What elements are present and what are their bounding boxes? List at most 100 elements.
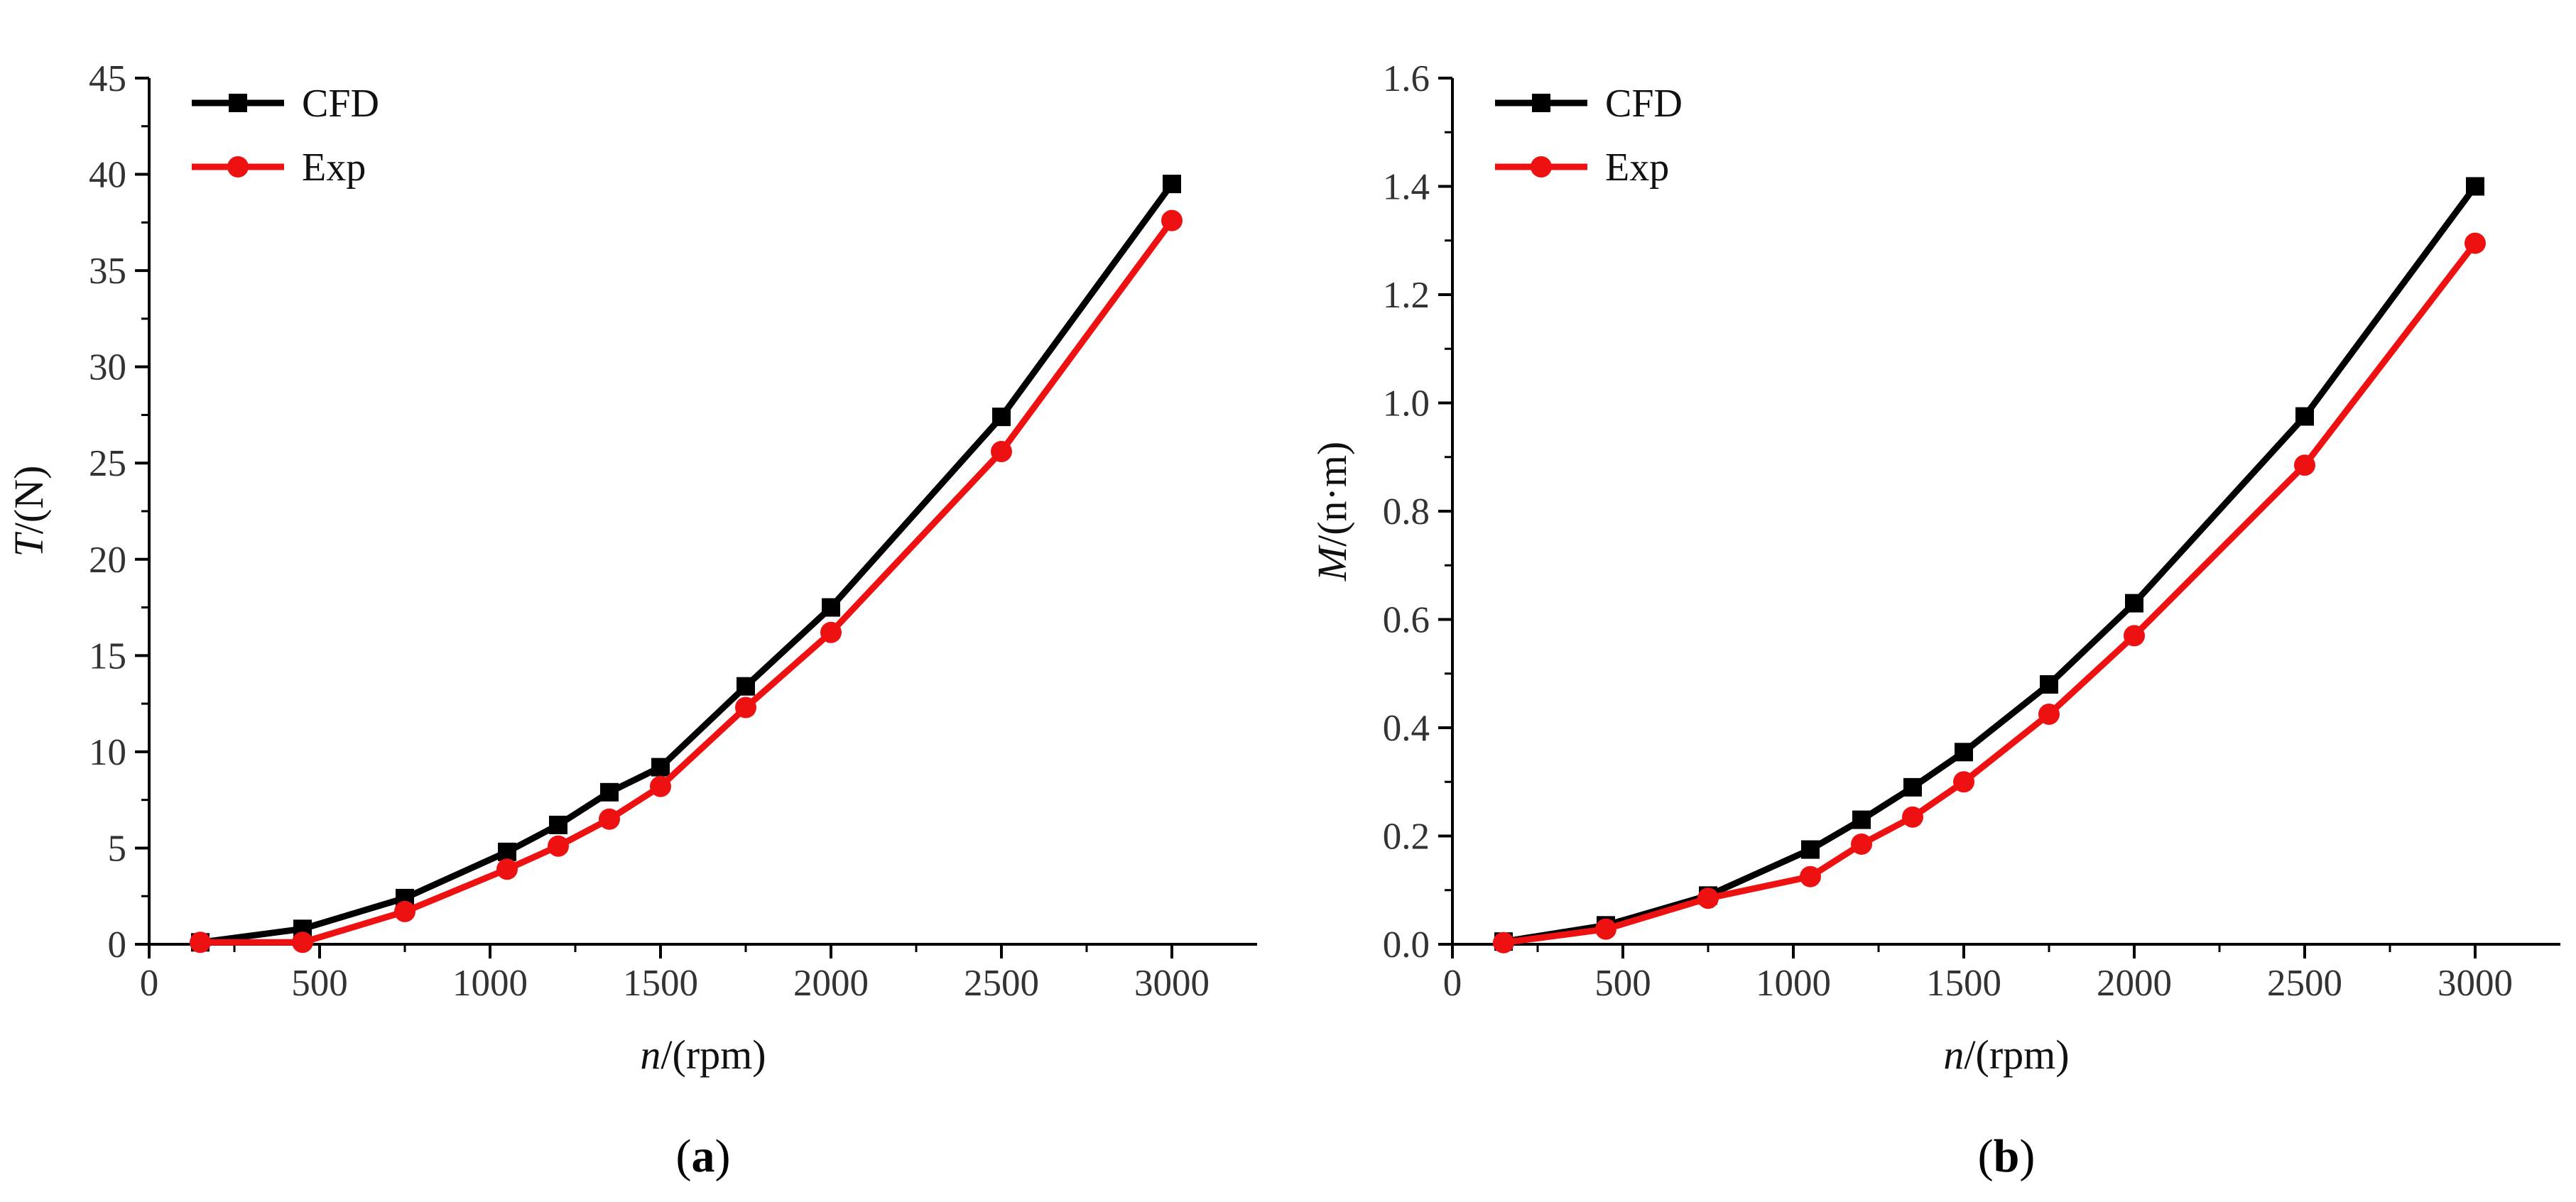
data-point-exp xyxy=(1851,833,1872,855)
y-tick-label: 25 xyxy=(89,443,126,484)
y-tick-label: 5 xyxy=(108,828,127,869)
x-tick-label: 0 xyxy=(1443,963,1462,1004)
data-point-exp xyxy=(2124,625,2145,647)
x-tick-label: 2500 xyxy=(2267,963,2342,1004)
panel-label-open: ( xyxy=(676,1130,692,1182)
data-point-exp xyxy=(190,931,211,954)
x-axis-title-unit: /(rpm) xyxy=(661,1032,766,1078)
x-tick-label: 0 xyxy=(140,963,159,1004)
y-tick-label: 20 xyxy=(89,540,126,581)
data-point-exp xyxy=(599,808,620,830)
data-point-exp xyxy=(394,900,415,922)
legend-label-cfd: CFD xyxy=(302,82,379,126)
y-tick-label: 1.2 xyxy=(1383,275,1430,316)
data-point-cfd xyxy=(737,677,755,696)
y-axis-title: M/(n·m) xyxy=(1309,442,1355,582)
legend-marker-cfd xyxy=(1532,94,1550,112)
data-point-cfd xyxy=(600,782,619,802)
panel-label-close: ) xyxy=(2019,1130,2035,1182)
data-point-cfd xyxy=(2125,594,2143,613)
y-axis-title-var: T xyxy=(6,531,52,557)
x-axis-title-var: n xyxy=(640,1032,661,1078)
y-tick-label: 1.0 xyxy=(1383,383,1430,425)
data-point-cfd xyxy=(2295,407,2314,426)
y-tick-label: 0 xyxy=(108,924,127,966)
data-point-exp xyxy=(991,440,1012,462)
y-tick-label: 0.0 xyxy=(1383,924,1430,966)
panel-label-close: ) xyxy=(715,1130,731,1182)
data-point-exp xyxy=(820,621,842,643)
legend-label-exp: Exp xyxy=(1605,146,1669,190)
legend-label-cfd: CFD xyxy=(1605,82,1683,126)
x-tick-label: 2000 xyxy=(2097,963,2172,1004)
x-tick-label: 3000 xyxy=(2438,963,2513,1004)
data-point-exp xyxy=(650,775,671,797)
y-axis-title-unit: /(n·m) xyxy=(1309,442,1355,547)
y-tick-label: 30 xyxy=(89,347,126,388)
data-point-exp xyxy=(1493,931,1514,954)
y-axis-title-unit: /(N) xyxy=(6,466,52,535)
data-point-cfd xyxy=(1903,777,1922,797)
data-point-exp xyxy=(2038,703,2060,725)
series-line-exp xyxy=(200,218,1175,946)
data-point-cfd xyxy=(822,598,840,617)
data-point-cfd xyxy=(498,842,516,861)
y-tick-label: 1.4 xyxy=(1383,167,1430,208)
data-point-exp xyxy=(548,835,569,857)
data-point-cfd xyxy=(1163,175,1181,194)
data-point-exp xyxy=(292,931,313,954)
panel-label: (a) xyxy=(676,1130,731,1182)
y-tick-label: 45 xyxy=(89,58,126,99)
data-point-exp xyxy=(2464,232,2486,254)
y-tick-label: 0.2 xyxy=(1383,816,1430,858)
data-point-exp xyxy=(2294,454,2315,476)
series-line-cfd xyxy=(200,182,1175,946)
x-axis-title-unit: /(rpm) xyxy=(1964,1032,2069,1078)
data-point-exp xyxy=(1697,887,1719,909)
legend-label-exp: Exp xyxy=(302,146,366,190)
y-tick-label: 0.4 xyxy=(1383,708,1430,749)
x-tick-label: 1000 xyxy=(452,963,528,1004)
legend-marker-exp xyxy=(1531,156,1552,177)
data-point-cfd xyxy=(1852,810,1871,829)
legend-marker-exp xyxy=(227,156,249,177)
panel-label: (b) xyxy=(1978,1130,2036,1182)
x-tick-label: 1500 xyxy=(623,963,698,1004)
data-point-cfd xyxy=(2466,177,2484,196)
data-point-exp xyxy=(1161,209,1183,231)
panel-label-letter: a xyxy=(692,1130,715,1182)
x-tick-label: 1500 xyxy=(1926,963,2001,1004)
data-point-exp xyxy=(496,858,518,880)
panel-b: 0 500 1000 1500 2000 2500 3000 0.0 0.2 0.4 0.6 0.8 1… xyxy=(1309,58,2560,1182)
legend-marker-cfd xyxy=(229,94,247,112)
y-tick-label: 10 xyxy=(89,732,126,773)
data-point-cfd xyxy=(549,815,567,834)
data-point-exp xyxy=(735,696,756,719)
x-tick-label: 500 xyxy=(291,963,348,1004)
data-point-cfd xyxy=(2040,675,2058,694)
panel-a: 0 500 1000 1500 2000 2500 3000 0 5 10 15 20 25 30 35 40… xyxy=(6,58,1257,1182)
series-line-exp xyxy=(1503,241,2478,946)
data-point-exp xyxy=(1953,771,1974,793)
data-point-cfd xyxy=(651,758,670,777)
data-point-exp xyxy=(1902,806,1923,828)
y-tick-label: 35 xyxy=(89,251,126,292)
data-point-cfd xyxy=(1955,743,1973,762)
x-tick-label: 3000 xyxy=(1134,963,1210,1004)
x-tick-label: 2500 xyxy=(964,963,1039,1004)
data-point-exp xyxy=(1595,918,1616,940)
x-tick-label: 2000 xyxy=(793,963,869,1004)
series-line-cfd xyxy=(1503,184,2478,945)
y-tick-label: 15 xyxy=(89,635,126,677)
data-point-cfd xyxy=(992,408,1011,427)
panel-label-letter: b xyxy=(1994,1130,2020,1182)
x-tick-label: 1000 xyxy=(1756,963,1831,1004)
y-tick-label: 1.6 xyxy=(1383,58,1430,99)
y-axis-title-var: M xyxy=(1309,545,1355,581)
y-tick-label: 0.8 xyxy=(1383,491,1430,532)
data-point-exp xyxy=(1800,865,1821,887)
y-tick-label: 0.6 xyxy=(1383,600,1430,641)
data-point-cfd xyxy=(1801,840,1820,859)
x-axis-title-var: n xyxy=(1943,1032,1964,1078)
